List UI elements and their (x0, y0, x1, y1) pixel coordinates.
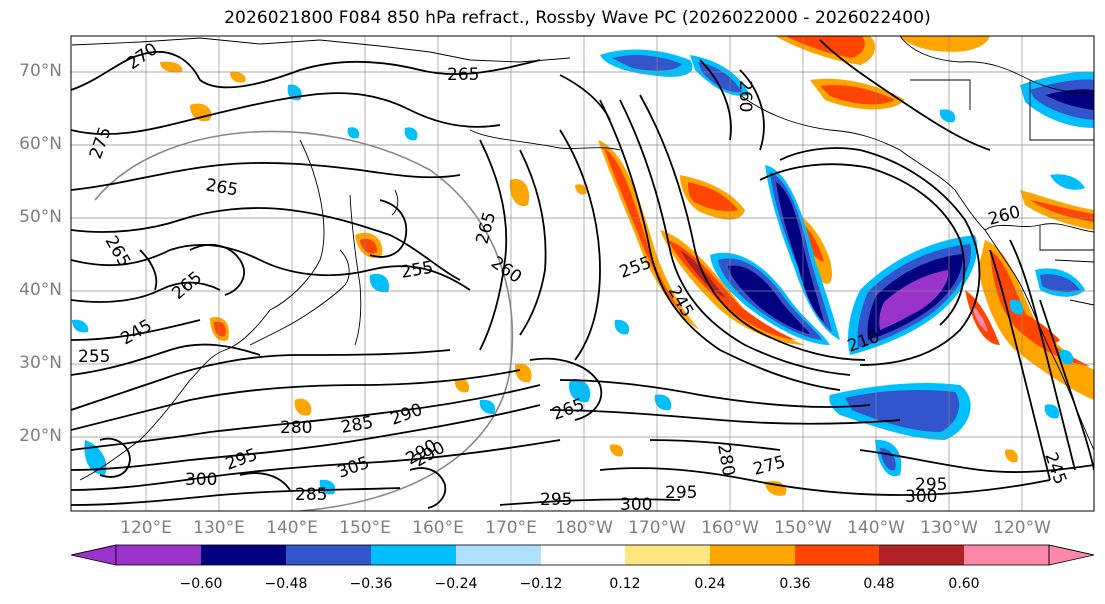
lon-label-150w: 150°W (774, 518, 832, 538)
colorbar-tick: −0.36 (349, 576, 393, 592)
lat-label-50n: 50°N (19, 207, 62, 227)
lat-label-30n: 30°N (19, 353, 62, 373)
great-circle-arc (94, 130, 514, 511)
negative-anomaly-shading (72, 49, 1094, 495)
lon-label-120w: 120°W (993, 518, 1051, 538)
colorbar-tick: 0.12 (609, 576, 641, 592)
colorbar-segment (625, 545, 710, 565)
colorbar-segment (456, 545, 541, 565)
colorbar-tick: −0.12 (519, 576, 563, 592)
colorbar-tick: −0.60 (179, 576, 223, 592)
lon-label-160w: 160°W (701, 518, 759, 538)
colorbar-segment (286, 545, 371, 565)
graticule (71, 36, 1094, 511)
colorbar-segment (964, 545, 1049, 565)
map-title: 2026021800 F084 850 hPa refract., Rossby… (224, 8, 931, 28)
colorbar-tick: 0.36 (779, 576, 811, 592)
lat-label-20n: 20°N (19, 426, 62, 446)
lon-label-130w: 130°W (920, 518, 978, 538)
lon-label-170w: 170°W (628, 518, 686, 538)
colorbar-segment (116, 545, 201, 565)
lon-label-130e: 130°E (193, 518, 245, 538)
lon-label-140w: 140°W (847, 518, 905, 538)
lon-label-140e: 140°E (266, 518, 318, 538)
colorbar-segment (795, 545, 879, 565)
colorbar-tick: 0.60 (948, 576, 980, 592)
colorbar-segment (710, 545, 795, 565)
colorbar-segment (371, 545, 456, 565)
coastlines (71, 36, 1094, 481)
colorbar-over-triangle (1048, 544, 1095, 566)
colorbar-tick: −0.48 (264, 576, 308, 592)
lon-label-150e: 150°E (339, 518, 391, 538)
colorbar-segment (201, 545, 286, 565)
colorbar-tick: −0.24 (434, 576, 478, 592)
lat-label-70n: 70°N (19, 61, 62, 81)
colorbar-tick: 0.48 (863, 576, 895, 592)
lat-label-40n: 40°N (19, 280, 62, 300)
map-frame (70, 35, 1095, 512)
colorbar-segment (879, 545, 964, 565)
refractivity-contours (71, 39, 1094, 509)
lon-label-160e: 160°E (412, 518, 464, 538)
colorbar (70, 544, 1095, 566)
colorbar-tick: 0.24 (694, 576, 726, 592)
lon-label-170e: 170°E (485, 518, 537, 538)
colorbar-under-triangle (70, 544, 117, 566)
lon-label-180w: 180°W (555, 518, 613, 538)
lon-label-120e: 120°E (120, 518, 172, 538)
lat-label-60n: 60°N (19, 134, 62, 154)
colorbar-segment (541, 545, 625, 565)
